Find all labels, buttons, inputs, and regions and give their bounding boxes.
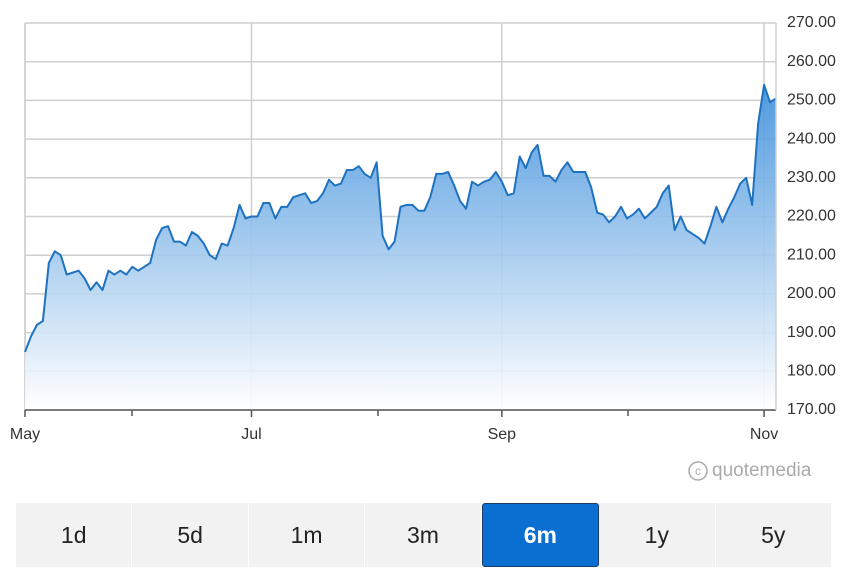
copyright-c: c xyxy=(695,464,701,478)
range-button[interactable]: 1y xyxy=(599,503,716,567)
y-tick-label: 270.00 xyxy=(787,14,836,31)
watermark: quotemedia xyxy=(712,460,812,481)
range-button[interactable]: 6m xyxy=(481,503,600,567)
area-fill xyxy=(25,84,776,411)
y-tick-label: 190.00 xyxy=(787,324,836,341)
range-button[interactable]: 5y xyxy=(715,503,832,567)
x-tick-label: Sep xyxy=(488,426,517,443)
x-tick-label: May xyxy=(10,426,40,443)
range-button[interactable]: 1m xyxy=(248,503,366,567)
y-tick-label: 200.00 xyxy=(787,285,836,302)
plot: 170.00 180.00 190.00 200.00 210.00 220.00 230.… xyxy=(10,14,836,443)
range-button[interactable]: 5d xyxy=(132,503,249,567)
y-tick-label: 260.00 xyxy=(787,53,836,70)
y-tick-label: 250.00 xyxy=(787,92,836,109)
chart: 170.00 180.00 190.00 200.00 210.00 220.00 230.… xyxy=(10,14,836,481)
y-tick-label: 220.00 xyxy=(787,208,836,225)
x-tick-label: Nov xyxy=(750,426,778,443)
minor-ticks xyxy=(131,410,629,416)
y-tick-label: 170.00 xyxy=(787,401,836,418)
range-buttons: 1d 5d 1m 3m 6m 1y 5y xyxy=(16,503,832,567)
y-tick-label: 230.00 xyxy=(787,169,836,186)
price-line xyxy=(24,83,777,353)
y-tick-label: 210.00 xyxy=(787,246,836,263)
x-tick-label: Jul xyxy=(241,426,261,443)
range-button[interactable]: 3m xyxy=(365,503,482,567)
copyright-icon xyxy=(688,461,708,481)
y-tick-label: 240.00 xyxy=(787,130,836,147)
range-button[interactable]: 1d xyxy=(16,503,133,567)
y-tick-label: 180.00 xyxy=(787,363,836,380)
